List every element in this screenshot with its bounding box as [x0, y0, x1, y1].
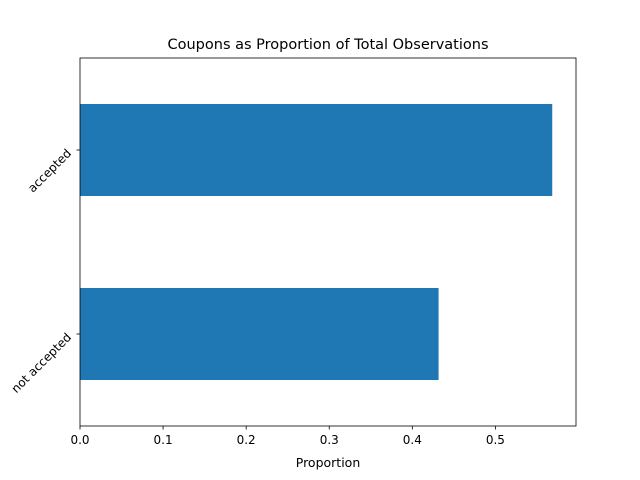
chart-title: Coupons as Proportion of Total Observati…: [168, 37, 489, 53]
x-tick-label: 0.4: [403, 433, 422, 447]
bar-not-accepted: [80, 288, 439, 380]
x-tick-label: 0.3: [320, 433, 339, 447]
x-tick-label: 0.0: [70, 433, 89, 447]
x-axis-label: Proportion: [296, 455, 361, 470]
axes-frame: [79, 57, 577, 427]
x-tick-label: 0.1: [154, 433, 173, 447]
x-tick-label: 0.5: [486, 433, 505, 447]
bar-accepted: [80, 104, 553, 196]
x-tick-label: 0.2: [237, 433, 256, 447]
